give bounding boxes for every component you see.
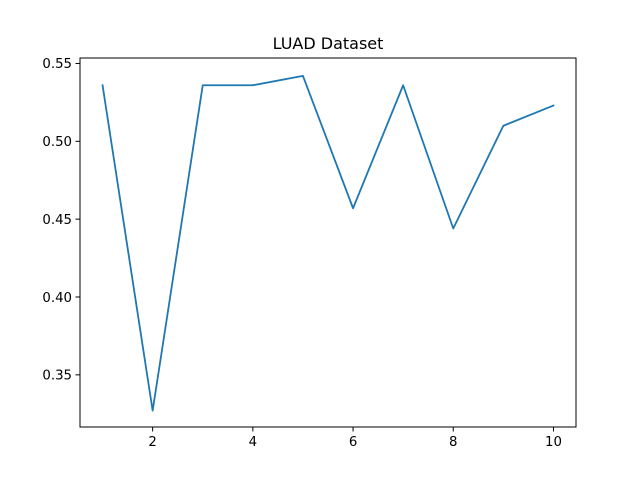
x-tick-label: 6 bbox=[349, 435, 357, 450]
y-tick-label: 0.40 bbox=[42, 291, 72, 306]
x-tick-label: 2 bbox=[148, 435, 156, 450]
x-tick-label: 4 bbox=[249, 435, 257, 450]
y-tick-label: 0.45 bbox=[42, 213, 72, 228]
x-tick-label: 10 bbox=[545, 435, 562, 450]
series-line bbox=[101, 75, 555, 412]
y-tick-label: 0.55 bbox=[42, 57, 72, 72]
x-axis: 2 4 6 8 10 bbox=[148, 427, 562, 450]
chart-title: LUAD Dataset bbox=[273, 34, 384, 53]
y-axis: 0.35 0.40 0.45 0.50 0.55 bbox=[42, 57, 80, 384]
series-layer bbox=[101, 75, 555, 412]
y-tick-label: 0.35 bbox=[42, 369, 72, 384]
plot-area-frame bbox=[79, 57, 577, 428]
y-tick-label: 0.50 bbox=[42, 135, 72, 150]
x-tick-label: 8 bbox=[449, 435, 457, 450]
